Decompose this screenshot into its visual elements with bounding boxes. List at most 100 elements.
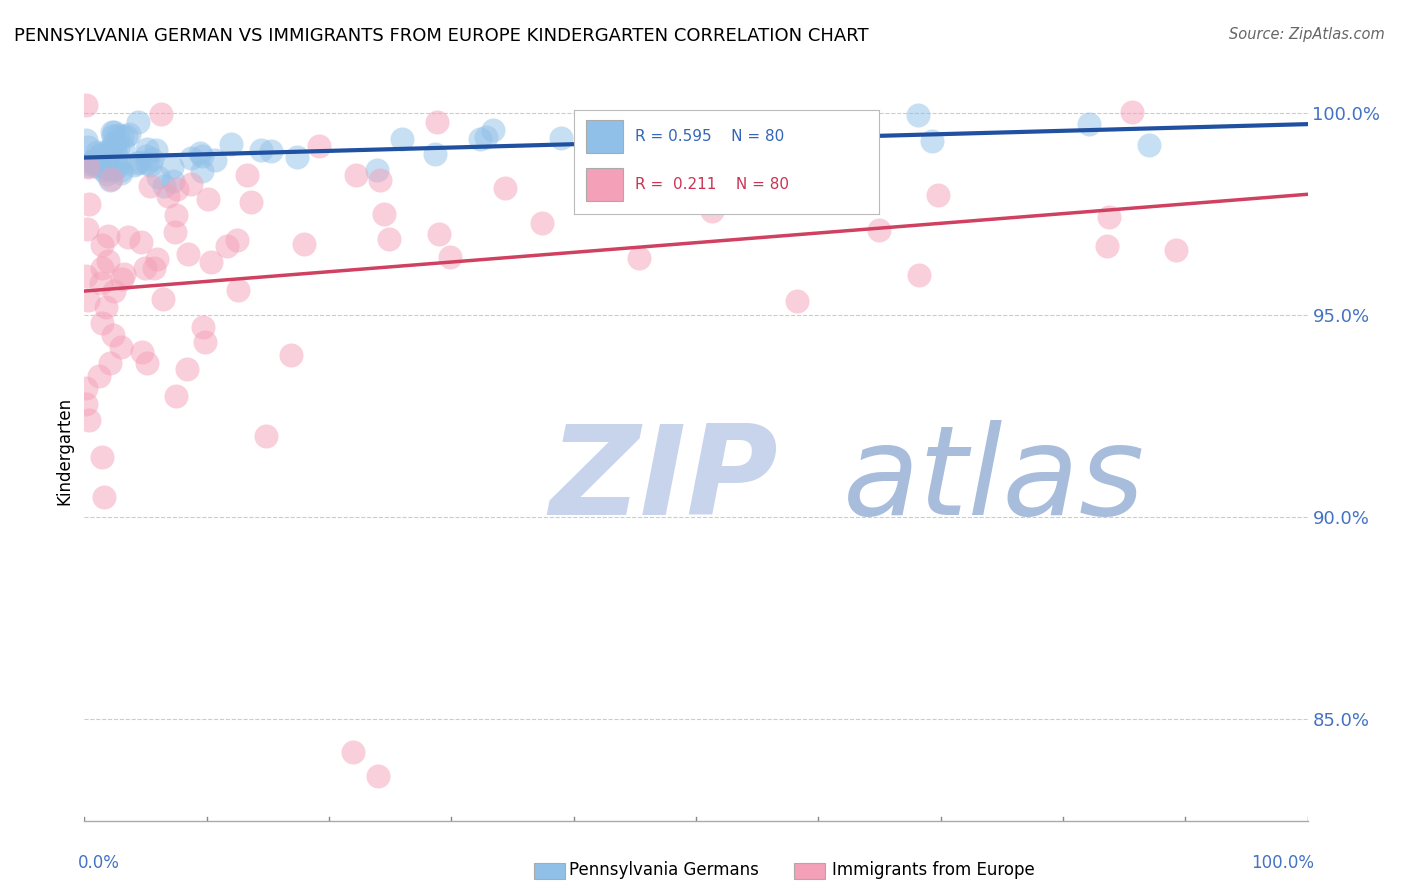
Point <box>550 131 572 145</box>
Point <box>823 125 845 139</box>
Point <box>75 397 97 411</box>
Point <box>373 207 395 221</box>
Point <box>112 141 135 155</box>
Point <box>143 260 166 275</box>
Point <box>131 345 153 359</box>
Point <box>75 133 97 147</box>
Point <box>86 145 108 159</box>
Text: 100.0%: 100.0% <box>1251 854 1313 872</box>
Point <box>90 316 112 330</box>
Point <box>75 268 97 283</box>
Point <box>103 162 125 177</box>
Point <box>75 97 97 112</box>
Point <box>94 161 117 175</box>
Point <box>146 252 169 266</box>
Point <box>83 153 105 168</box>
Point <box>105 146 128 161</box>
Point <box>77 293 100 307</box>
Point <box>1097 239 1119 253</box>
Point <box>813 132 835 146</box>
Point <box>596 160 619 174</box>
Point <box>468 132 491 146</box>
Point <box>194 334 217 349</box>
Point <box>180 177 202 191</box>
Point <box>627 251 650 265</box>
Point <box>180 151 202 165</box>
Point <box>129 154 152 169</box>
Point <box>96 146 118 161</box>
Point <box>226 233 249 247</box>
Point <box>103 284 125 298</box>
Point <box>219 136 242 151</box>
Point <box>76 139 98 153</box>
Point <box>645 164 668 178</box>
Point <box>77 160 100 174</box>
Point <box>1121 105 1143 120</box>
Point <box>134 260 156 275</box>
Point <box>96 148 118 162</box>
Point <box>110 163 132 178</box>
Point <box>135 149 157 163</box>
Point <box>96 167 118 181</box>
Point <box>308 139 330 153</box>
Point <box>94 300 117 314</box>
Point <box>256 429 278 443</box>
Point <box>90 276 112 290</box>
Point <box>426 115 449 129</box>
Text: atlas: atlas <box>842 419 1144 541</box>
Point <box>378 232 401 246</box>
Point <box>100 356 122 370</box>
Point <box>190 149 212 163</box>
Point <box>75 381 97 395</box>
Point <box>163 225 186 239</box>
Point <box>162 173 184 187</box>
Point <box>145 143 167 157</box>
Point <box>77 157 100 171</box>
Point <box>481 123 503 137</box>
Point <box>807 134 830 148</box>
Point <box>177 247 200 261</box>
Point <box>100 173 122 187</box>
Point <box>97 228 120 243</box>
Point <box>110 166 132 180</box>
Point <box>80 155 103 169</box>
Point <box>260 144 283 158</box>
Point <box>1098 210 1121 224</box>
Point <box>197 192 219 206</box>
Point <box>105 161 128 175</box>
Point <box>122 158 145 172</box>
Point <box>530 216 553 230</box>
Point <box>342 745 364 759</box>
Point <box>200 255 222 269</box>
Point <box>193 320 215 334</box>
Point <box>103 125 125 139</box>
Point <box>907 108 929 122</box>
Point <box>249 143 271 157</box>
Point <box>165 389 187 403</box>
Point <box>475 130 498 145</box>
Point <box>1077 117 1099 131</box>
Point <box>89 148 111 162</box>
Point <box>76 222 98 236</box>
Point <box>494 181 516 195</box>
Point <box>100 172 122 186</box>
Y-axis label: Kindergarten: Kindergarten <box>55 396 73 505</box>
Point <box>602 114 624 128</box>
Point <box>166 182 188 196</box>
Point <box>84 159 107 173</box>
Point <box>188 146 211 161</box>
Point <box>91 238 114 252</box>
Point <box>368 173 391 187</box>
Point <box>103 136 125 150</box>
Text: Source: ZipAtlas.com: Source: ZipAtlas.com <box>1229 27 1385 42</box>
Point <box>100 125 122 139</box>
Point <box>129 235 152 249</box>
Point <box>280 348 302 362</box>
Point <box>239 195 262 210</box>
Point <box>204 153 226 168</box>
Point <box>112 268 135 282</box>
Point <box>834 128 856 142</box>
Point <box>136 356 159 370</box>
Point <box>77 197 100 211</box>
Point <box>702 204 724 219</box>
